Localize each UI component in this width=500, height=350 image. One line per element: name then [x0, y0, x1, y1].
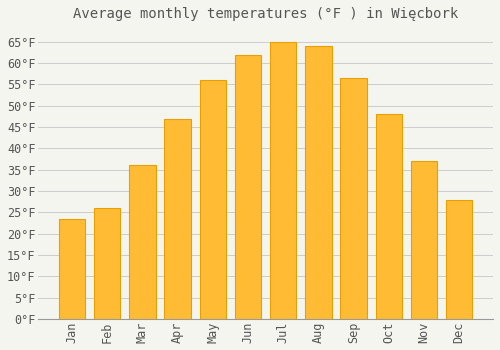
Bar — [446, 199, 472, 319]
Bar — [305, 46, 332, 319]
Bar — [411, 161, 437, 319]
Bar — [200, 80, 226, 319]
Bar — [130, 166, 156, 319]
Bar — [376, 114, 402, 319]
Bar — [270, 42, 296, 319]
Bar — [94, 208, 120, 319]
Bar — [59, 219, 86, 319]
Bar — [235, 55, 261, 319]
Bar — [340, 78, 367, 319]
Title: Average monthly temperatures (°F ) in Więcbork: Average monthly temperatures (°F ) in Wi… — [73, 7, 458, 21]
Bar — [164, 119, 191, 319]
